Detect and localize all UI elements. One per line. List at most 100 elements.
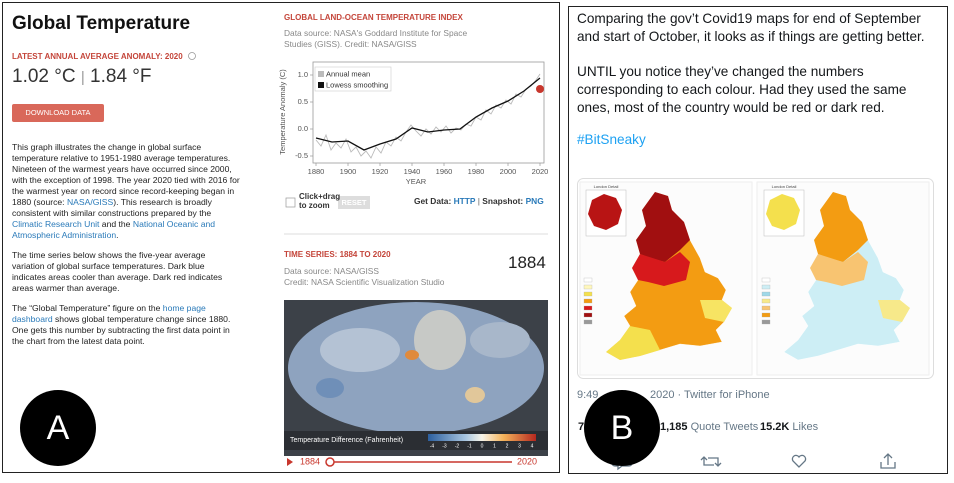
legend-swatch xyxy=(583,277,593,283)
panel-b-border xyxy=(568,6,948,474)
colorbar-title: Temperature Difference (Fahrenheit) xyxy=(290,437,403,444)
text: ). This research is broadly consistent w… xyxy=(12,197,212,218)
reset-button-bg[interactable] xyxy=(338,196,370,209)
like-stat[interactable]: 15.2K Likes xyxy=(760,421,818,433)
chart-title: GLOBAL LAND-OCEAN TEMPERATURE INDEX xyxy=(284,13,463,22)
temperature-chart: Annual mean Lowess smoothing Temperature… xyxy=(278,61,548,186)
time-series-title: TIME SERIES: 1884 TO 2020 xyxy=(284,250,391,259)
link[interactable]: Climatic Research Unit xyxy=(12,219,100,229)
y-axis-label: Temperature Anomaly (C) xyxy=(278,69,287,155)
legend-swatch xyxy=(761,319,771,325)
legend-swatch xyxy=(761,291,771,297)
chart-links: Get Data: HTTP | Snapshot: PNG xyxy=(414,196,544,206)
play-button[interactable] xyxy=(287,458,293,466)
anomaly-fahrenheit: 1.84 °F xyxy=(90,66,152,87)
covid-map-october xyxy=(763,189,911,361)
warm-spot xyxy=(405,350,419,360)
tweet-time: 9:49 xyxy=(577,389,599,401)
map-label: London Detail xyxy=(594,184,619,189)
paragraph: The time series below shows the five-yea… xyxy=(12,250,240,294)
share-icon[interactable] xyxy=(880,453,896,469)
text: The time series below shows the five-yea… xyxy=(12,250,223,293)
retweet-icon[interactable] xyxy=(700,456,722,467)
link[interactable]: National Oceanic and Atmospheric Adminis… xyxy=(12,219,216,240)
quote-count: 1,185 xyxy=(660,421,688,433)
download-button[interactable]: DOWNLOAD DATA xyxy=(25,108,91,117)
tweet-text: Comparing the gov’t Covid19 maps for end… xyxy=(577,10,943,149)
time-series-source: Data source: NASA/GISS xyxy=(284,266,379,276)
text: and the xyxy=(99,219,133,229)
text: The “Global Temperature” figure on the xyxy=(12,303,163,313)
legend-swatch xyxy=(761,284,771,290)
legend-swatch xyxy=(761,305,771,311)
colorbar xyxy=(428,434,536,441)
legend-swatch xyxy=(761,312,771,318)
current-year: 1884 xyxy=(508,253,546,272)
badge: B xyxy=(584,390,660,466)
slider-end: 2020 xyxy=(517,456,537,466)
x-tick-label: 1880 xyxy=(308,167,325,176)
legend-swatch xyxy=(318,82,324,88)
colorbar-tick-label: -4 xyxy=(430,443,435,449)
continent xyxy=(470,322,530,358)
colorbar-tick-label: 4 xyxy=(531,443,534,449)
text: shows global temperature change since 18… xyxy=(12,314,231,346)
download-button-bg[interactable] xyxy=(12,104,104,122)
tweet-date-source: 2020 · Twitter for iPhone xyxy=(650,389,770,401)
divider: | xyxy=(477,196,480,206)
tweet-paragraph: Comparing the gov’t Covid19 maps for end… xyxy=(577,11,925,44)
get-data-label: Get Data: xyxy=(414,196,452,206)
legend-swatch xyxy=(583,291,593,297)
tweet-actions xyxy=(611,453,896,471)
tweet-paragraph: UNTIL you notice they’ve changed the num… xyxy=(577,64,907,115)
like-count: 15.2K xyxy=(760,421,790,433)
anomaly-separator: | xyxy=(80,69,85,86)
colorbar-tick-label: 3 xyxy=(518,443,521,449)
legend-swatch xyxy=(583,312,593,318)
y-tick-label: -0.5 xyxy=(295,151,308,160)
reset-button[interactable]: RESET xyxy=(341,198,367,207)
anomaly-celsius: 1.02 °C xyxy=(12,66,76,87)
like-icon[interactable] xyxy=(791,454,807,468)
anomaly-value: 1.02 °C | 1.84 °F xyxy=(12,66,152,88)
hashtag[interactable]: #BitSneaky xyxy=(577,132,646,147)
info-icon[interactable] xyxy=(188,52,196,60)
slider-handle[interactable] xyxy=(325,457,335,467)
x-tick-label: 1960 xyxy=(436,167,453,176)
x-tick-label: 2000 xyxy=(500,167,517,176)
y-tick-label: 0.0 xyxy=(298,124,308,133)
page-title: Global Temperature xyxy=(12,13,191,34)
lowess-line xyxy=(315,77,541,151)
zoom-icon[interactable] xyxy=(285,197,296,208)
covid-map-september xyxy=(585,189,733,361)
http-link[interactable]: HTTP xyxy=(453,196,476,206)
legend-label: Lowess smoothing xyxy=(326,80,388,89)
colorbar-tick-label: -2 xyxy=(455,443,460,449)
latest-point[interactable] xyxy=(536,85,544,93)
link[interactable]: NASA/GISS xyxy=(66,197,114,207)
chart-source: Data source: NASA's Goddard Institute fo… xyxy=(284,28,468,49)
colorbar-tick-label: 0 xyxy=(481,443,484,449)
map-label: London Detail xyxy=(772,184,797,189)
quote-stat[interactable]: 1,185 Quote Tweets xyxy=(660,421,758,433)
png-link[interactable]: PNG xyxy=(525,196,544,206)
map-image: Temperature Difference (Fahrenheit) -4 -3… xyxy=(284,300,548,456)
link[interactable]: home page dashboard xyxy=(12,303,206,324)
snapshot-label: Snapshot: xyxy=(482,196,524,206)
colorbar-tick-label: 1 xyxy=(493,443,496,449)
like-label: Likes xyxy=(792,421,819,433)
colorbar-tick-label: -1 xyxy=(467,443,472,449)
retweet-count[interactable]: 7 xyxy=(578,421,585,433)
time-series-credit: Credit: NASA Scientific Visualization St… xyxy=(284,277,445,287)
panel-a-border xyxy=(2,2,560,473)
globe xyxy=(288,302,544,434)
warm-spot xyxy=(465,387,485,403)
continent xyxy=(414,310,466,370)
legend-swatch xyxy=(583,305,593,311)
zoom-hint: Click+drag to zoom xyxy=(299,192,341,210)
x-axis-label: YEAR xyxy=(406,177,427,186)
legend-swatch xyxy=(761,298,771,304)
colorbar-tick-label: 2 xyxy=(506,443,509,449)
